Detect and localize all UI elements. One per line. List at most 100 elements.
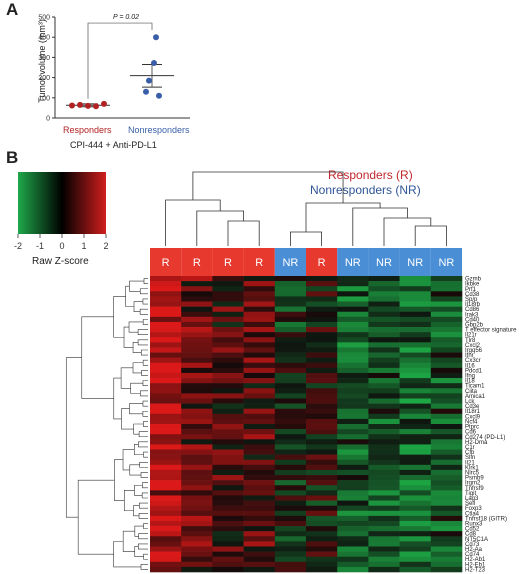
heatmap-cell	[306, 362, 338, 369]
heatmap-cell	[150, 413, 182, 420]
heatmap-cell	[368, 286, 400, 292]
heatmap-cell	[399, 536, 432, 542]
heatmap-cell	[181, 327, 213, 333]
row-dendrogram-link	[138, 513, 148, 519]
row-dendrogram-link	[138, 431, 148, 438]
heatmap-cell	[430, 475, 463, 481]
heatmap-cell	[337, 500, 369, 506]
heatmap-cell	[150, 566, 182, 573]
row-dendrogram-link	[142, 319, 148, 325]
heatmap-cell	[243, 347, 276, 353]
heatmap-cell	[399, 424, 432, 430]
heatmap-cell	[430, 454, 463, 461]
heatmap-cell	[399, 362, 432, 369]
heatmap-cell	[181, 347, 213, 353]
heatmap-cell	[368, 520, 400, 527]
gene-label: Tnfrsf18 (GITR)	[465, 516, 507, 522]
heatmap-cell	[337, 327, 369, 333]
row-dendrogram-link	[137, 329, 148, 335]
heatmap-cell	[430, 536, 463, 542]
gene-label: Runx3	[465, 522, 483, 528]
heatmap-cell	[337, 536, 369, 542]
heatmap-cell	[150, 551, 182, 557]
heatmap-cell	[212, 464, 244, 471]
heatmap-cell	[243, 454, 276, 461]
row-dendrogram-link	[77, 479, 115, 555]
heatmap-cell	[399, 418, 432, 425]
heatmap-cell	[181, 536, 213, 542]
heatmap-cell	[181, 475, 213, 481]
heatmap-cell	[399, 515, 432, 522]
heatmap-cell	[150, 526, 182, 532]
heatmap-cell	[212, 459, 244, 466]
heatmap-cell	[274, 490, 307, 496]
heatmap-cell	[243, 531, 276, 537]
heatmap-cell	[430, 566, 463, 573]
heatmap-cell	[337, 301, 369, 307]
heatmap-cell	[368, 281, 400, 287]
heatmap-cell	[306, 490, 338, 496]
scale-tick-label: -2	[14, 241, 22, 251]
heatmap-cell	[368, 566, 400, 573]
heatmap-cell	[150, 541, 182, 547]
gene-label: Ticam1	[465, 384, 485, 390]
heatmap-cell	[150, 408, 182, 415]
gene-label: Slfn	[465, 455, 475, 461]
heatmap-cell	[430, 434, 463, 440]
heatmap-cell	[243, 475, 276, 481]
heatmap-cell	[306, 372, 338, 379]
row-dendrogram-link	[141, 492, 148, 499]
row-dendrogram-link	[139, 461, 148, 468]
heatmap-cell	[368, 505, 400, 512]
row-dendrogram-link	[128, 321, 144, 333]
heatmap-cell	[243, 480, 276, 486]
heatmap-cell	[368, 434, 400, 440]
heatmap-cell	[150, 296, 182, 302]
heatmap-cell	[306, 286, 338, 292]
heatmap-cell	[181, 505, 213, 512]
heatmap-cell	[243, 388, 276, 394]
heatmap-cell	[430, 459, 463, 466]
heatmap-cell	[368, 561, 400, 568]
heatmap-cell	[368, 475, 400, 481]
heatmap-cell	[399, 311, 432, 318]
heatmap-cell	[243, 327, 276, 333]
heatmap-cell	[181, 510, 213, 517]
gene-label: Cd8	[465, 532, 477, 538]
heatmap-cell	[337, 449, 369, 455]
heatmap-cell	[274, 424, 307, 430]
heatmap-cell	[306, 311, 338, 318]
heatmap-cell	[212, 541, 244, 547]
heatmap-cell	[243, 536, 276, 542]
heatmap-cell	[337, 383, 369, 389]
gene-label: T effector signature	[465, 328, 517, 334]
heatmap-cell	[274, 332, 307, 338]
heatmap-cell	[306, 526, 338, 532]
heatmap-cell	[337, 388, 369, 394]
column-header-label: R	[162, 257, 170, 269]
heatmap-cell	[243, 281, 276, 287]
heatmap-cell	[212, 454, 244, 461]
heatmap-cell	[337, 311, 369, 318]
column-header-label: NR	[407, 257, 423, 269]
heatmap-cell	[243, 469, 276, 476]
gene-label: Tigit	[465, 491, 476, 497]
heatmap-cell	[399, 480, 432, 486]
heatmap-cell	[430, 403, 463, 409]
heatmap-cell	[181, 337, 213, 343]
heatmap-cell	[368, 388, 400, 394]
heatmap-cell	[430, 337, 463, 343]
gene-label: Ctla4	[465, 511, 480, 517]
heatmap-cell	[181, 342, 213, 348]
heatmap-cell	[212, 327, 244, 333]
heatmap-cell	[337, 459, 369, 466]
row-dendrogram-link	[129, 403, 143, 415]
heatmap-cell	[274, 526, 307, 532]
heatmap-cell	[274, 469, 307, 476]
heatmap-cell	[243, 378, 276, 384]
heatmap-cell	[212, 485, 244, 491]
heatmap-cell	[430, 495, 463, 501]
column-header-label: R	[318, 257, 326, 269]
data-point	[153, 34, 159, 41]
gene-label: Ifng	[465, 374, 475, 380]
